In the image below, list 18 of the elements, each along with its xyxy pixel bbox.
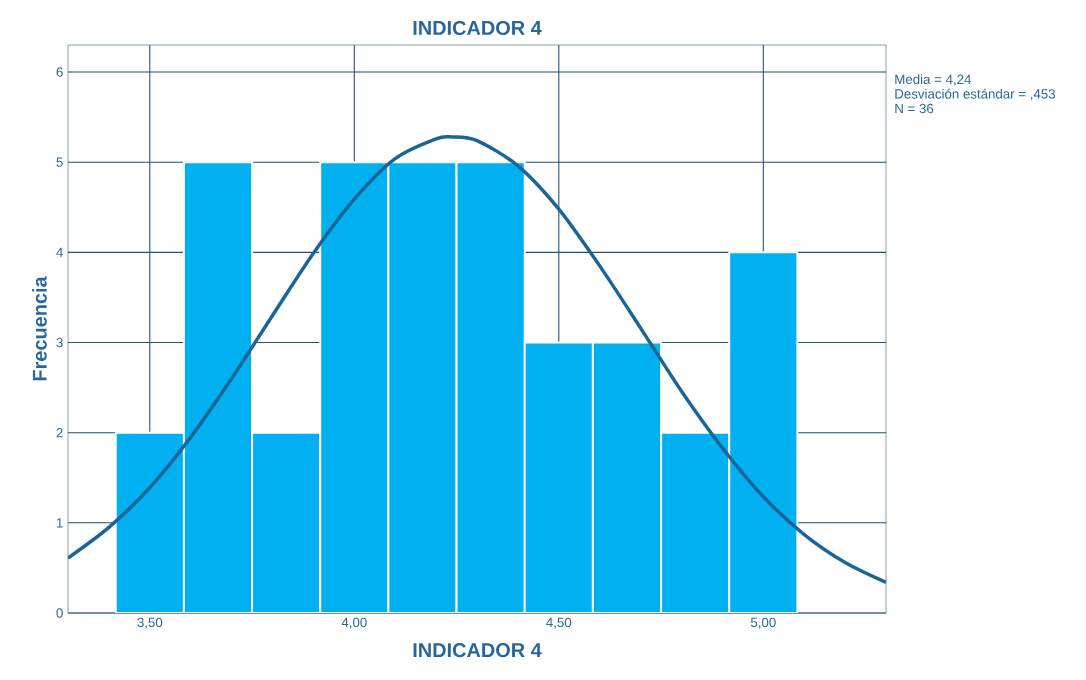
- line-series: [68, 134, 887, 585]
- x-tick-label: 4,50: [546, 617, 572, 629]
- text: Desviación estándar = ,453: [895, 88, 1056, 101]
- x-tick-label: 4,00: [341, 617, 367, 629]
- y-tick-label: 2: [56, 428, 63, 438]
- y-tick-label: 5: [56, 157, 63, 167]
- text: N = 36: [895, 103, 934, 114]
- x-tick-label: 5,00: [750, 617, 776, 629]
- text: Media = 4,24: [895, 74, 972, 86]
- chart-title: INDICADOR 4: [413, 20, 542, 35]
- y-tick-label: 3: [56, 337, 63, 348]
- y-tick-label: 1: [56, 518, 63, 528]
- y-axis-title: Frecuencia: [32, 276, 47, 381]
- y-tick-label: 0: [56, 608, 63, 618]
- x-tick-label: 3,50: [137, 617, 163, 629]
- y-tick-label: 6: [56, 67, 63, 77]
- y-tick-label: 4: [56, 247, 63, 257]
- x-axis-title: INDICADOR 4: [413, 643, 542, 658]
